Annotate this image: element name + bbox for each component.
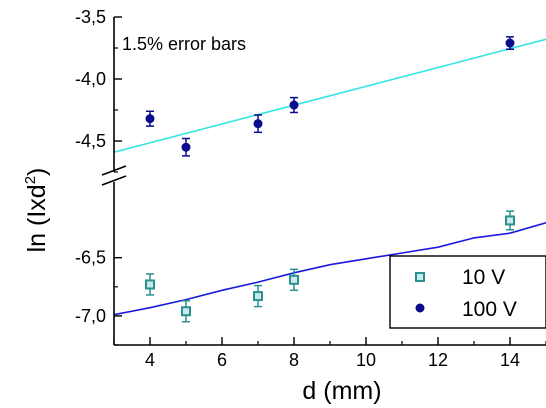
legend-box	[389, 255, 546, 329]
legend-label-10v: 10 V	[462, 266, 505, 289]
x-ticks: 4 6 8 10 12 14	[113, 337, 546, 370]
y-axis-title-main: ln (Ixd	[23, 184, 51, 252]
y-tick-label: -7,0	[75, 306, 106, 326]
legend-marker-100v	[415, 303, 425, 313]
x-axis-title: d (mm)	[302, 377, 381, 405]
y-axis-title-close: )	[23, 168, 51, 176]
annotation-error-bars: 1.5% error bars	[122, 34, 246, 54]
data-point-10v	[289, 274, 299, 285]
data-point-10v	[505, 215, 515, 226]
y-axis-title: ln (Ixd2)	[22, 168, 51, 253]
y-axis-title-superscript: 2	[22, 176, 39, 184]
legend-marker-10v	[415, 272, 425, 282]
y-tick-label: -3,5	[75, 7, 106, 27]
x-tick-label: 14	[500, 350, 520, 370]
lower-panel	[113, 210, 546, 323]
svg-text:ln (Ixd2): ln (Ixd2)	[22, 168, 51, 253]
x-tick-label: 8	[289, 350, 299, 370]
data-point-100v	[253, 119, 263, 129]
upper-panel	[113, 36, 546, 157]
data-point-100v	[505, 38, 515, 48]
y-ticks: -3,5 -4,0 -4,5 -6,5 -7,0	[75, 7, 122, 346]
data-point-10v	[253, 291, 263, 302]
x-tick-label: 12	[428, 350, 448, 370]
axis-break-marker	[101, 165, 127, 186]
data-point-100v	[181, 142, 191, 152]
x-tick-label: 6	[217, 350, 227, 370]
data-point-100v	[145, 114, 155, 124]
legend: 10 V 100 V	[389, 255, 546, 329]
fit-line-100v	[113, 38, 546, 153]
legend-label-100v: 100 V	[462, 298, 517, 321]
x-tick-label: 4	[145, 350, 155, 370]
y-tick-label: -4,0	[75, 69, 106, 89]
y-tick-label: -4,5	[75, 131, 106, 151]
y-tick-label: -6,5	[75, 248, 106, 268]
data-point-100v	[289, 100, 299, 110]
fit-line-10v	[113, 222, 546, 316]
data-point-10v	[145, 279, 155, 290]
x-tick-label: 10	[356, 350, 376, 370]
data-point-10v	[181, 306, 191, 317]
